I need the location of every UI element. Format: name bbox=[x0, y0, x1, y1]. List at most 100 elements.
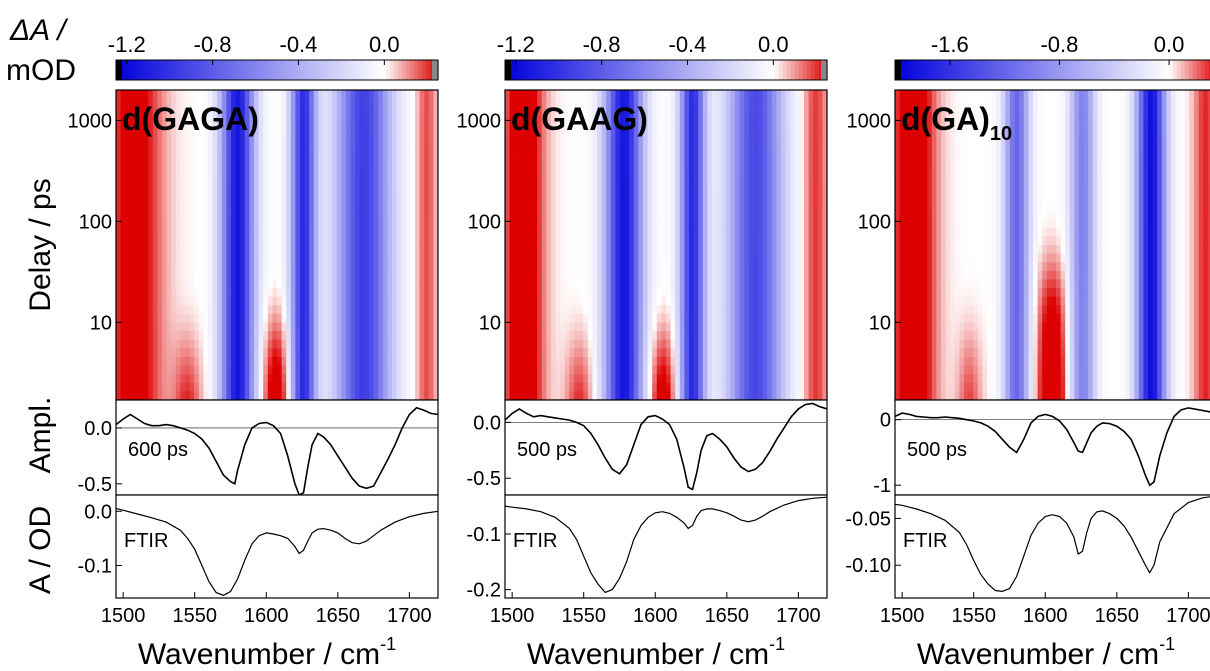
heatmap-cell bbox=[744, 90, 750, 100]
heatmap-cell bbox=[263, 382, 269, 392]
heatmap-cell bbox=[633, 279, 639, 289]
heatmap-cell bbox=[290, 365, 296, 375]
heatmap-cell bbox=[258, 236, 264, 246]
heatmap-cell bbox=[560, 184, 566, 194]
heatmap-cell bbox=[702, 90, 708, 100]
heatmap-cell bbox=[208, 288, 214, 298]
heatmap-cell bbox=[424, 124, 430, 134]
heatmap-cell bbox=[313, 365, 319, 375]
heatmap-cell bbox=[610, 253, 616, 263]
heatmap-cell bbox=[583, 262, 589, 272]
heatmap-cell bbox=[373, 184, 379, 194]
colorbar-cell bbox=[802, 60, 808, 80]
heatmap-cell bbox=[679, 176, 685, 186]
heatmap-cell bbox=[656, 124, 662, 134]
heatmap-cell bbox=[514, 227, 520, 237]
heatmap-cell bbox=[629, 167, 635, 177]
heatmap-cell bbox=[116, 158, 122, 169]
heatmap-cell bbox=[171, 176, 177, 186]
heatmap-cell bbox=[523, 133, 529, 143]
heatmap-cell bbox=[730, 279, 736, 289]
heatmap-cell bbox=[277, 236, 283, 246]
heatmap-cell bbox=[286, 150, 292, 160]
heatmap-cell bbox=[670, 296, 676, 306]
heatmap-cell bbox=[263, 296, 269, 306]
heatmap-cell bbox=[350, 115, 356, 126]
heatmap-cell bbox=[785, 210, 791, 220]
heatmap-cell bbox=[781, 219, 787, 229]
heatmap-cell bbox=[350, 227, 356, 237]
heatmap-cell bbox=[350, 245, 356, 255]
heatmap-cell bbox=[336, 339, 342, 349]
heatmap-cell bbox=[350, 124, 356, 134]
heatmap-cell bbox=[175, 382, 181, 392]
colorbar-cell bbox=[553, 60, 558, 80]
heatmap-cell bbox=[610, 219, 616, 229]
heatmap-cell bbox=[198, 210, 204, 220]
heatmap-cell bbox=[804, 227, 810, 237]
heatmap-cell bbox=[157, 115, 163, 126]
colorbar-cell bbox=[754, 60, 760, 80]
heatmap-cell bbox=[364, 133, 370, 143]
heatmap-cell bbox=[748, 158, 754, 169]
heatmap-cell bbox=[162, 270, 168, 281]
heatmap-cell bbox=[424, 219, 430, 229]
heatmap-cell bbox=[578, 90, 584, 100]
heatmap-cell bbox=[776, 158, 782, 169]
heatmap-cell bbox=[537, 296, 543, 306]
heatmap-cell bbox=[652, 90, 658, 100]
heatmap-cell bbox=[350, 158, 356, 169]
heatmap-cell bbox=[134, 348, 140, 358]
heatmap-cell bbox=[392, 150, 398, 160]
heatmap-cell bbox=[332, 115, 338, 126]
heatmap-cell bbox=[758, 115, 764, 126]
heatmap-cell bbox=[125, 322, 131, 332]
heatmap-cell bbox=[689, 193, 695, 203]
heatmap-cell bbox=[143, 365, 149, 375]
heatmap-cell bbox=[401, 90, 407, 100]
heatmap-cell bbox=[194, 115, 200, 126]
heatmap-cell bbox=[670, 313, 676, 324]
heatmap-cell bbox=[433, 270, 438, 281]
heatmap-cell bbox=[277, 313, 283, 324]
heatmap-cell bbox=[679, 348, 685, 358]
heatmap-cell bbox=[166, 348, 172, 358]
heatmap-cell bbox=[652, 245, 658, 255]
heatmap-cell bbox=[817, 133, 823, 143]
heatmap-cell bbox=[304, 331, 310, 341]
heatmap-cell bbox=[624, 227, 630, 237]
heatmap-cell bbox=[735, 236, 741, 246]
heatmap-cell bbox=[716, 253, 722, 263]
heatmap-cell bbox=[212, 296, 218, 306]
heatmap-cell bbox=[606, 210, 612, 220]
heatmap-cell bbox=[392, 158, 398, 169]
heatmap-cell bbox=[410, 176, 416, 186]
heatmap-cell bbox=[574, 236, 580, 246]
heatmap-cell bbox=[808, 313, 814, 324]
heatmap-cell bbox=[767, 107, 773, 117]
heatmap-cell bbox=[781, 158, 787, 169]
heatmap-cell bbox=[514, 365, 520, 375]
heatmap-cell bbox=[693, 193, 699, 203]
heatmap-cell bbox=[304, 296, 310, 306]
y-axis-label-ampl: Ampl. bbox=[24, 397, 57, 474]
heatmap-cell bbox=[587, 184, 593, 194]
heatmap-cell bbox=[781, 322, 787, 332]
heatmap-cell bbox=[364, 270, 370, 281]
heatmap-cell bbox=[702, 124, 708, 134]
heatmap-cell bbox=[509, 193, 515, 203]
heatmap-cell bbox=[610, 107, 616, 117]
heatmap-cell bbox=[419, 133, 425, 143]
heatmap-cell bbox=[272, 270, 278, 281]
heatmap-cell bbox=[189, 339, 195, 349]
heatmap-cell bbox=[373, 288, 379, 298]
heatmap-cell bbox=[514, 348, 520, 358]
heatmap-cell bbox=[528, 193, 534, 203]
heatmap-cell bbox=[744, 262, 750, 272]
heatmap-cell bbox=[373, 348, 379, 358]
heatmap-cell bbox=[125, 262, 131, 272]
heatmap-cell bbox=[758, 296, 764, 306]
heatmap-cell bbox=[638, 167, 644, 177]
heatmap-cell bbox=[401, 150, 407, 160]
colorbar-cell bbox=[216, 60, 222, 80]
